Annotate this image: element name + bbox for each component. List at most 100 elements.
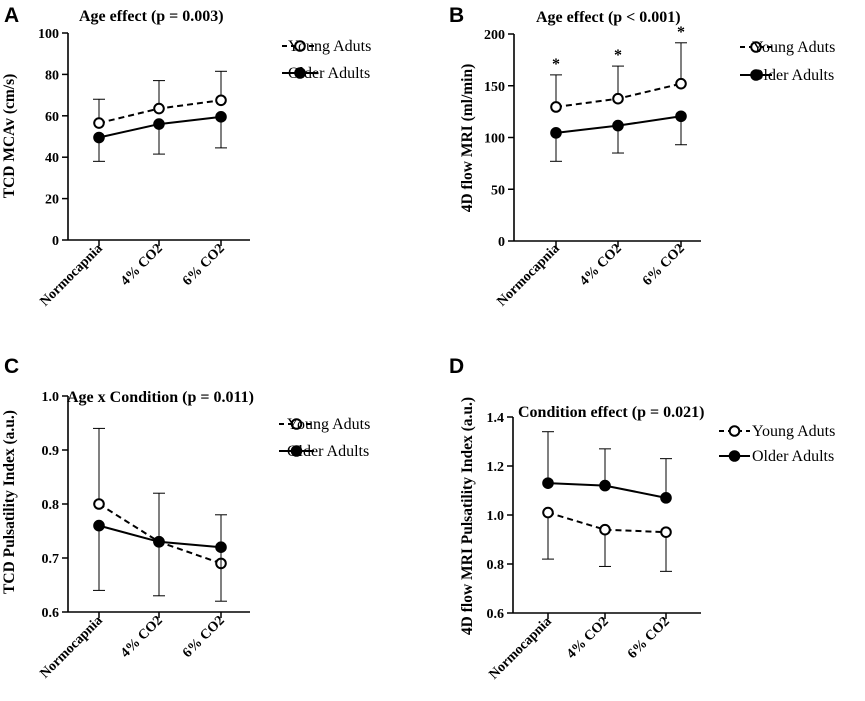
data-point: [93, 131, 105, 144]
chart-title: Age x Condition (p = 0.011): [67, 389, 254, 406]
y-tick-label: 0: [52, 234, 59, 249]
legend-label: Older Adults: [288, 65, 370, 82]
y-tick-label: 150: [484, 80, 505, 95]
legend-marker: [728, 425, 741, 437]
panel-letter: C: [4, 355, 19, 378]
y-tick-label: 1.0: [42, 390, 60, 405]
legend-marker: [290, 418, 303, 430]
x-tick-label: 4% CO2: [577, 241, 625, 289]
y-tick-label: 20: [45, 193, 59, 208]
data-point: [542, 477, 554, 489]
x-tick-label: 4% CO2: [118, 241, 166, 289]
data-point: [215, 111, 227, 123]
legend-marker: [294, 40, 306, 52]
x-tick-label: 6% CO2: [640, 241, 688, 289]
panel-letter: D: [449, 355, 464, 378]
x-tick-label: 4% CO2: [118, 613, 166, 661]
x-tick-label: Normocapnia: [486, 614, 554, 682]
chart-panel-a: A Age effect (p = 0.003) TCD MCAv (cm/s) 0 2…: [1, 4, 371, 310]
y-tick-label: 60: [45, 110, 59, 125]
y-tick-label: 40: [45, 151, 59, 166]
y-tick-label: 1.4: [487, 411, 505, 426]
series-line: [547, 511, 667, 534]
data-point: [599, 479, 611, 492]
data-point: [660, 492, 672, 504]
legend-label: Older Adults: [752, 67, 834, 84]
y-tick-label: 100: [484, 132, 505, 147]
series-older-adults: [542, 431, 672, 504]
data-point: [550, 127, 562, 139]
x-tick-label: 4% CO2: [564, 614, 612, 662]
y-axis-label: 4D flow MRI (ml/min): [459, 64, 476, 213]
y-tick-label: 0.8: [42, 498, 60, 513]
x-tick-label: 6% CO2: [180, 241, 228, 289]
data-point: [612, 92, 624, 105]
y-tick-label: 80: [45, 68, 59, 83]
y-tick-label: 0: [498, 235, 505, 250]
legend-marker: [290, 445, 303, 457]
legend-label: Older Adults: [287, 443, 369, 460]
data-point: [93, 519, 105, 532]
data-point: [215, 94, 227, 107]
panel-letter: B: [449, 4, 464, 27]
y-tick-label: 50: [491, 183, 505, 198]
legend-marker: [750, 41, 762, 53]
legend-marker: [728, 450, 741, 462]
x-tick-label: Normocapnia: [37, 613, 105, 681]
legend-label: Young Aduts: [752, 39, 835, 56]
y-axis-label: TCD Pulsatility Index (a.u.): [1, 410, 18, 594]
y-tick-label: 0.6: [487, 607, 505, 622]
legend-marker: [750, 69, 762, 81]
series-young-aduts: [93, 70, 227, 129]
significance-marker: *: [552, 56, 560, 73]
y-tick-label: 0.7: [42, 552, 60, 567]
series-young-aduts: [542, 506, 672, 572]
data-point: [612, 119, 624, 132]
series-older-adults: [550, 110, 687, 162]
y-tick-label: 1.2: [487, 460, 505, 475]
series-young-aduts: [550, 42, 687, 113]
legend-label: Older Adults: [752, 448, 834, 465]
data-point: [93, 117, 105, 129]
x-tick-label: Normocapnia: [494, 241, 562, 309]
significance-marker: *: [677, 24, 685, 41]
data-point: [599, 523, 611, 536]
y-axis-label: TCD MCAv (cm/s): [1, 74, 18, 199]
data-point: [542, 506, 554, 519]
chart-title: Age effect (p < 0.001): [536, 9, 681, 26]
y-tick-label: 0.9: [42, 444, 60, 459]
data-point: [93, 498, 105, 510]
y-tick-label: 0.6: [42, 606, 60, 621]
significance-marker: *: [614, 47, 622, 64]
x-tick-label: Normocapnia: [37, 241, 105, 309]
data-point: [550, 101, 562, 113]
legend-marker: [294, 67, 306, 79]
legend-label: Young Aduts: [752, 423, 835, 440]
chart-panel-d: D Condition effect (p = 0.021) 4D flow MRI…: [449, 355, 835, 683]
y-tick-label: 1.0: [487, 509, 505, 524]
y-tick-label: 0.8: [487, 558, 505, 573]
panel-letter: A: [4, 4, 19, 27]
chart-panel-b: B Age effect (p < 0.001) 4D flow MRI (ml/m…: [449, 4, 835, 310]
y-tick-label: 200: [484, 28, 505, 43]
data-point: [153, 536, 165, 548]
y-tick-label: 100: [38, 27, 59, 42]
chart-title: Age effect (p = 0.003): [79, 8, 224, 25]
y-axis-label: 4D flow MRI Pulsatility Index (a.u.): [459, 397, 476, 635]
data-point: [153, 102, 165, 115]
data-point: [660, 526, 672, 538]
data-point: [215, 541, 227, 554]
data-point: [675, 77, 687, 90]
series-older-adults: [93, 111, 227, 162]
series-older-adults: [93, 519, 227, 602]
series-line: [98, 503, 222, 565]
x-tick-label: 6% CO2: [180, 613, 228, 661]
chart-title: Condition effect (p = 0.021): [518, 404, 704, 421]
data-point: [675, 110, 687, 123]
chart-panel-c: C Age x Condition (p = 0.011) TCD Pulsatil…: [1, 355, 370, 682]
data-point: [153, 118, 165, 130]
legend-label: Young Aduts: [287, 416, 370, 433]
x-tick-label: 6% CO2: [625, 614, 673, 662]
legend-label: Young Aduts: [288, 38, 371, 55]
